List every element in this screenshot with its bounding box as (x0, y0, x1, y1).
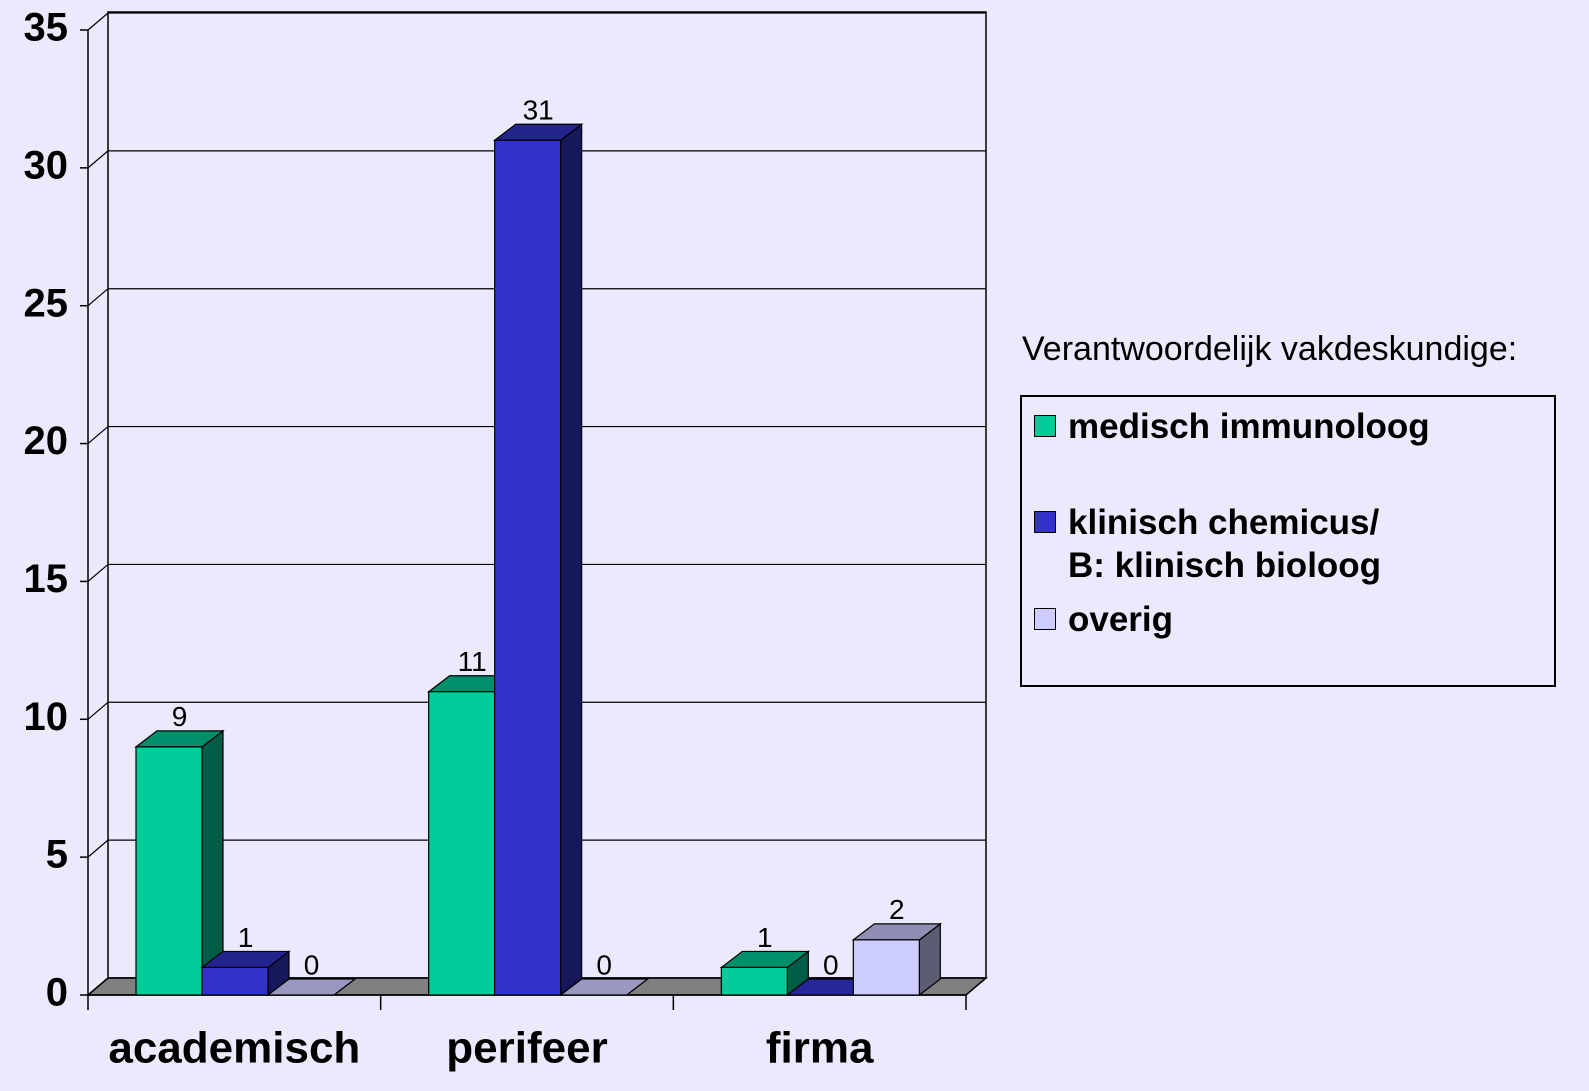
x-tick-label: firma (766, 1024, 874, 1073)
value-label: 1 (757, 922, 773, 953)
y-tick-label: 20 (24, 419, 69, 463)
bar (852, 939, 920, 996)
legend-entry: overig (1034, 598, 1173, 641)
grid-line (87, 150, 109, 169)
legend-label: overig (1068, 600, 1174, 639)
bar-top (266, 978, 357, 996)
value-label: 11 (458, 646, 487, 677)
legend-label: medisch immunoloog (1068, 407, 1430, 446)
legend-label: klinisch chemicus/ B: klinisch bioloog (1068, 503, 1382, 585)
bar-top (558, 978, 650, 996)
grid-line (87, 12, 109, 31)
value-label: 0 (304, 949, 320, 980)
legend-title: Verantwoordelijk vakdeskundige: (1022, 330, 1518, 368)
grid-line (87, 288, 109, 307)
grid-line (87, 977, 109, 996)
bar (135, 746, 203, 996)
y-tick-label: 30 (24, 143, 69, 187)
value-label: 2 (889, 894, 905, 925)
grid-line (87, 426, 109, 445)
y-tick-label: 25 (24, 281, 69, 325)
y-tick-label: 5 (46, 833, 68, 877)
legend-swatch (1034, 608, 1056, 630)
value-label: 9 (172, 701, 188, 732)
bar-side (560, 123, 583, 997)
value-label: 1 (238, 922, 254, 953)
value-label: 0 (823, 949, 839, 980)
legend-entry: klinisch chemicus/ B: klinisch bioloog (1034, 501, 1381, 587)
x-tick-label: perifeer (446, 1024, 607, 1073)
grid-line (87, 563, 109, 582)
grid-line (87, 701, 109, 720)
value-label: 0 (596, 949, 612, 980)
y-tick-label: 35 (24, 6, 69, 50)
bar (720, 966, 788, 996)
bar (201, 966, 269, 996)
bar (428, 691, 496, 996)
bar (494, 139, 562, 996)
legend: medisch immunoloog klinisch chemicus/ B: … (1020, 395, 1556, 687)
x-tick-label: academisch (108, 1024, 360, 1073)
legend-swatch (1034, 415, 1056, 437)
legend-swatch (1034, 511, 1056, 533)
y-tick-label: 15 (24, 557, 69, 601)
legend-entry: medisch immunoloog (1034, 405, 1430, 448)
value-label: 31 (523, 95, 554, 126)
y-tick-label: 10 (24, 695, 69, 739)
y-tick-label: 0 (46, 971, 68, 1015)
grid-line (87, 839, 109, 858)
